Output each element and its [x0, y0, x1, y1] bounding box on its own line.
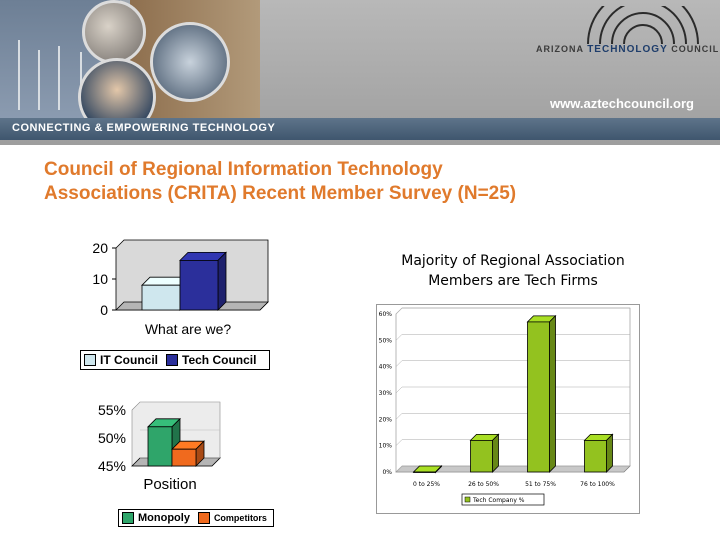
bar-76-to-100- — [584, 439, 607, 473]
y-tick-label: 20 — [92, 240, 108, 256]
photo-circle-satellite — [150, 22, 230, 102]
tech-firms-title-line-1: Majority of Regional Association — [401, 253, 625, 269]
gridline-diag — [395, 386, 403, 394]
gridline-diag — [395, 334, 403, 341]
y-tick-label: 10 — [92, 271, 108, 287]
legend-swatch-competitors — [197, 512, 210, 524]
bar-76-to-100--side — [606, 433, 613, 473]
gridline-diag — [395, 439, 403, 446]
y-tick-label: 10% — [379, 443, 393, 450]
legend-label-competitors: Competitors — [213, 513, 267, 523]
legend-label-it-council: IT Council — [100, 353, 158, 367]
council-logo: ARIZONA TECHNOLOGY COUNCIL — [498, 6, 720, 106]
tech-firms-legend — [461, 493, 545, 506]
y-tick-label: 55% — [98, 402, 126, 418]
x-tick-label: 26 to 50% — [468, 481, 499, 488]
y-tick-label: 0 — [100, 302, 108, 318]
y-tick-label: 0% — [382, 469, 392, 476]
bar-it-council — [141, 284, 181, 311]
photo-circle-people — [82, 0, 146, 64]
gridline-diag — [395, 307, 403, 315]
tagline-bar — [0, 118, 720, 140]
y-tick-label: 40% — [379, 364, 393, 371]
website-url[interactable]: www.aztechcouncil.org — [550, 96, 694, 111]
bar-competitors — [171, 448, 197, 467]
position-chart: 45% 50% 55% Position — [98, 401, 221, 493]
tech-firms-chart: 0% 10% 20% 30% 40% 50% 60% 0 to 25% 26 to 50% 51 … — [379, 307, 631, 506]
y-tick-label: 45% — [98, 458, 126, 474]
y-tick-label: 20% — [379, 416, 393, 423]
x-axis-title: Position — [143, 476, 196, 493]
gridline-diag — [395, 413, 403, 420]
legend-swatch-tech-company — [464, 496, 471, 503]
bar-26-to-50--side — [492, 433, 499, 473]
logo-arcs-icon — [587, 6, 699, 45]
gridline-diag — [395, 465, 403, 473]
legend-swatch-tech-council — [166, 354, 178, 366]
bar-monopoly — [147, 426, 173, 467]
tagline: CONNECTING & EMPOWERING TECHNOLOGY — [12, 122, 276, 134]
y-tick-label: 30% — [379, 390, 393, 397]
legend-label-tech-council: Tech Council — [182, 353, 257, 367]
bar-tech-council — [179, 259, 219, 311]
what-are-we-chart: 0 10 20 What are we? — [92, 239, 269, 337]
legend-label-monopoly: Monopoly — [138, 512, 190, 524]
slide-title: Council of Regional Information Technolo… — [44, 158, 684, 206]
what-are-we-legend: IT Council Tech Council — [80, 350, 270, 370]
slide-title-line-2: Associations (CRITA) Recent Member Surve… — [44, 183, 517, 204]
bar-tech-council-side — [217, 251, 227, 311]
y-tick-label: 60% — [379, 311, 393, 318]
y-tick-label: 50% — [379, 337, 393, 344]
x-tick-label: 51 to 75% — [525, 481, 556, 488]
legend-swatch-monopoly — [122, 512, 134, 524]
bar-51-to-75--side — [549, 314, 556, 473]
gridline-diag — [395, 360, 403, 367]
tech-firms-chart-title: Majority of Regional Association Members… — [368, 251, 658, 291]
x-tick-label: 0 to 25% — [413, 481, 440, 488]
logo-wordmark: ARIZONA TECHNOLOGY COUNCIL — [536, 44, 720, 55]
legend-label-tech-company: Tech Company % — [472, 497, 525, 504]
x-axis-title: What are we? — [145, 321, 232, 337]
y-tick-label: 50% — [98, 430, 126, 446]
tech-firms-title-line-2: Members are Tech Firms — [428, 273, 598, 289]
bar-0-to-25- — [413, 471, 436, 473]
x-tick-label: 76 to 100% — [580, 481, 615, 488]
legend-swatch-it-council — [84, 354, 96, 366]
slide-title-line-1: Council of Regional Information Technolo… — [44, 159, 443, 180]
bar-26-to-50- — [470, 439, 493, 473]
position-legend: Monopoly Competitors — [118, 509, 274, 527]
bar-51-to-75- — [527, 321, 550, 473]
